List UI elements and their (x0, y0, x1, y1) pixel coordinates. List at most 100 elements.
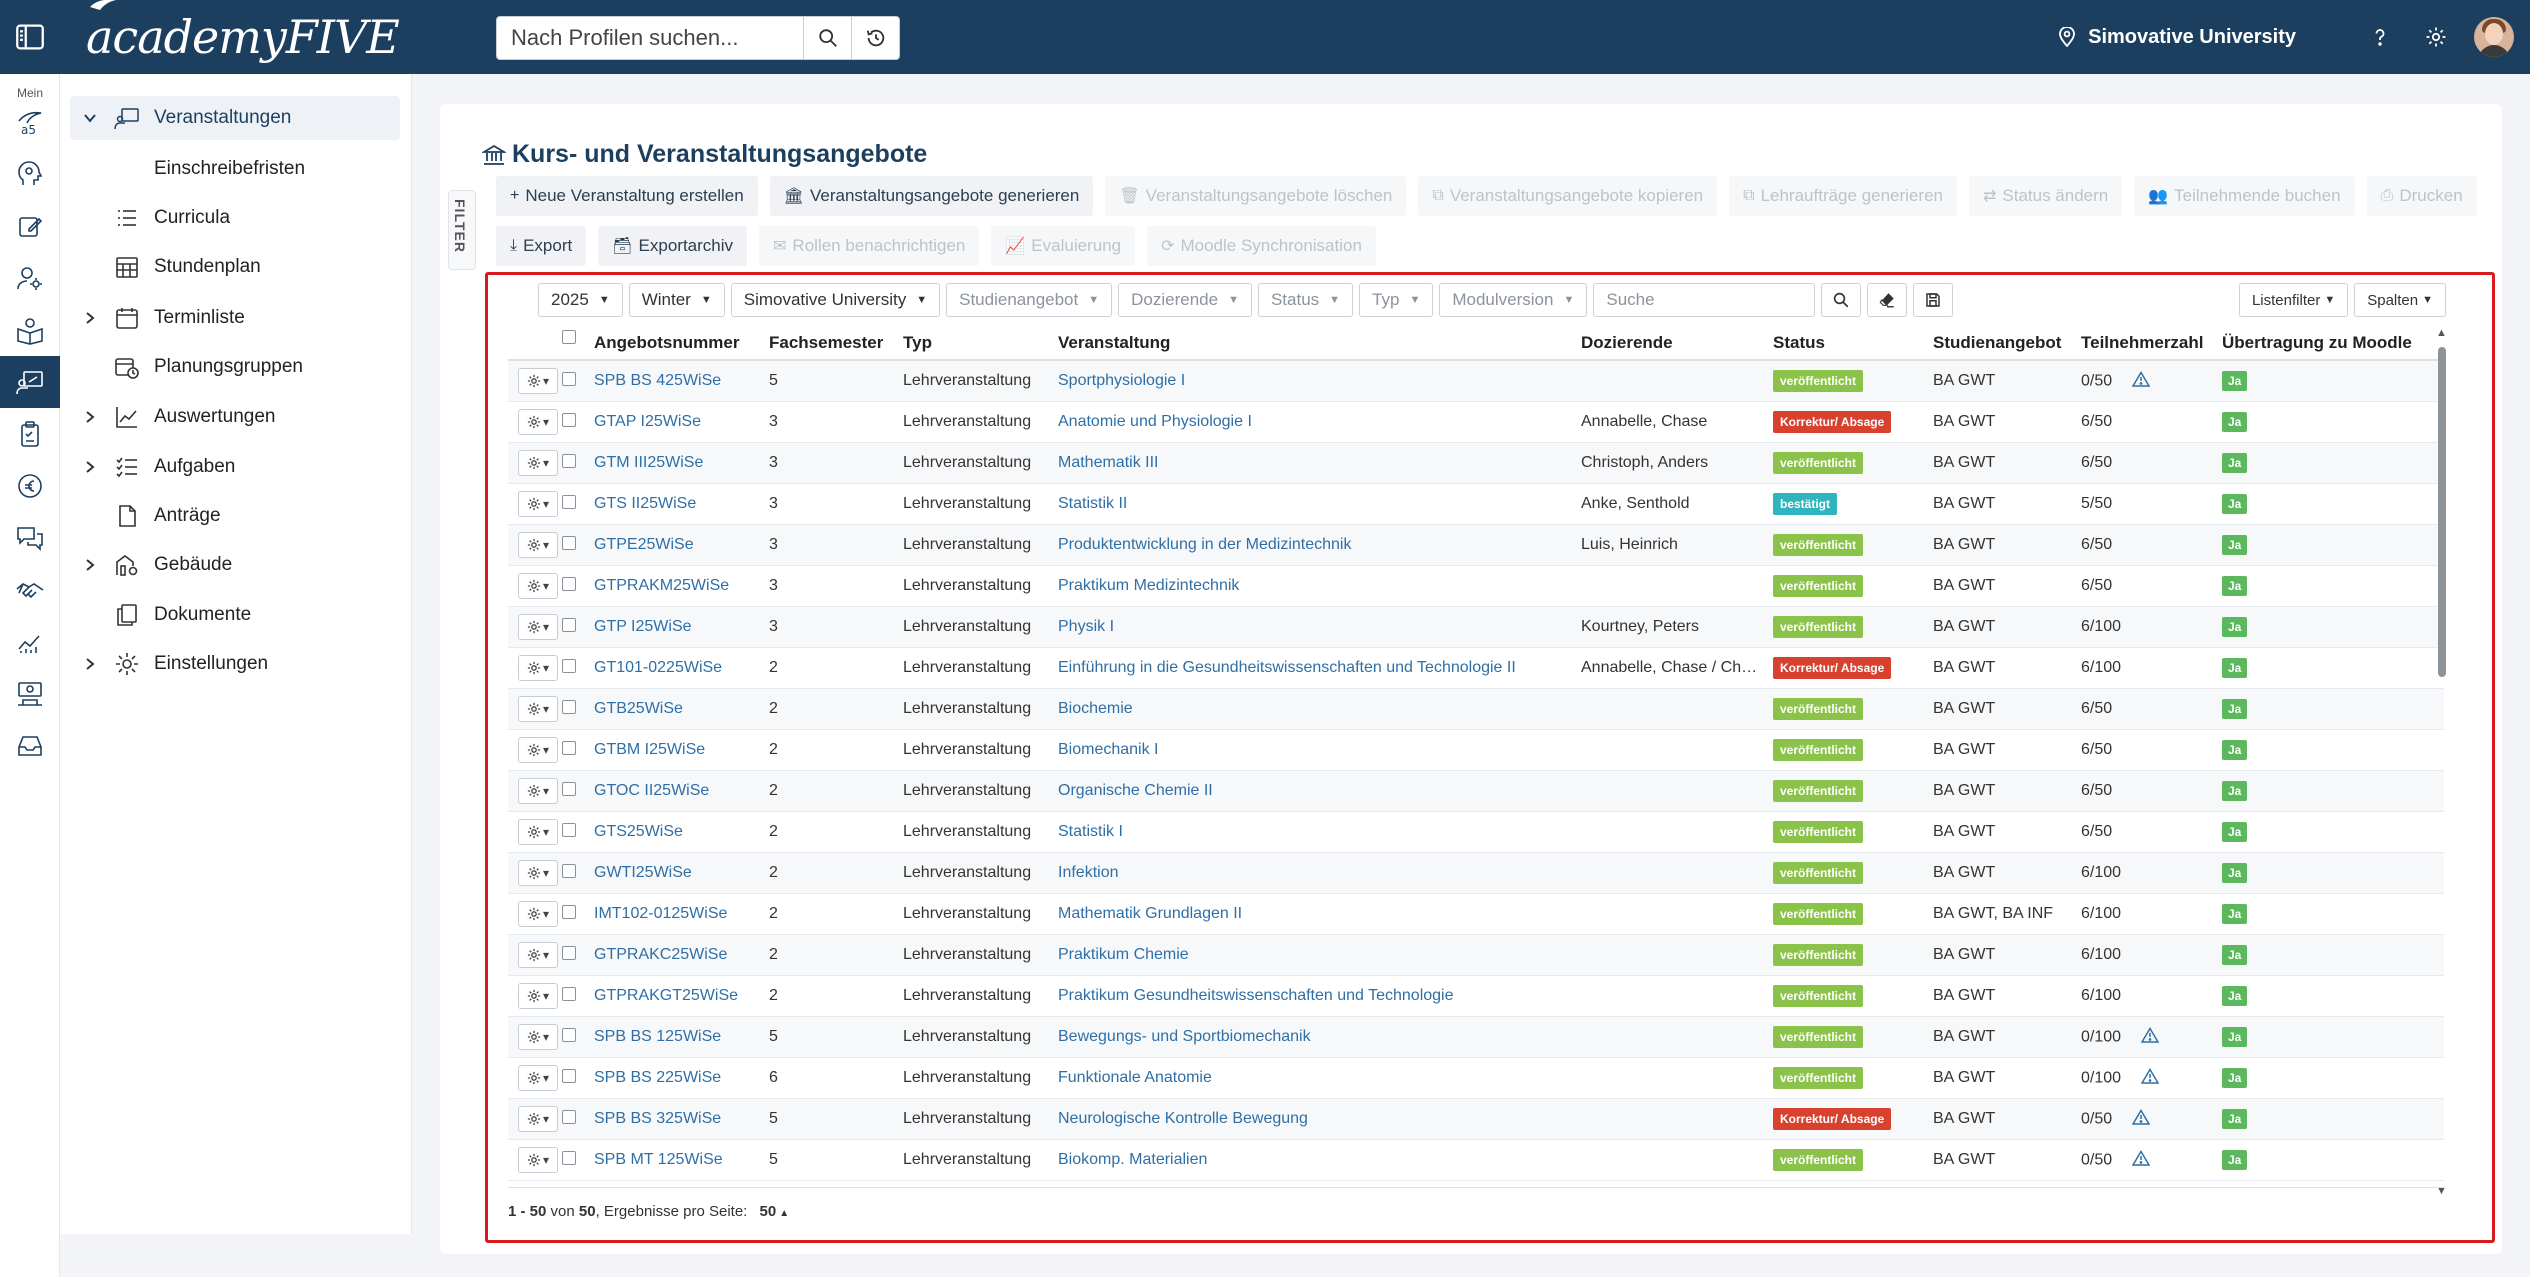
table-row[interactable]: ▾ GTS25WiSe 2 Lehrveranstaltung Statistik I v… (508, 812, 2444, 853)
column-header-moodle[interactable]: Übertragung zu Moodle (2222, 333, 2412, 352)
table-row[interactable]: ▾ GTAP I25WiSe 3 Lehrveranstaltung Anatomie … (508, 402, 2444, 443)
row-checkbox[interactable] (562, 904, 576, 919)
rail-library[interactable] (0, 304, 60, 356)
row-actions-button[interactable]: ▾ (518, 491, 558, 517)
row-checkbox[interactable] (562, 1027, 576, 1042)
help-button[interactable] (2352, 25, 2408, 49)
toolbar-button-veranstaltungsangebote-löschen[interactable]: 🗑 Veranstaltungsangebote löschen (1105, 176, 1407, 216)
year-select[interactable]: 2025 ▼ (538, 283, 623, 317)
row-checkbox[interactable] (562, 1150, 576, 1165)
table-row[interactable]: ▾ GTM III25WiSe 3 Lehrveranstaltung Mathemat… (508, 443, 2444, 484)
column-header-typ[interactable]: Typ (903, 333, 932, 352)
sidebar-item-stundenplan[interactable]: Stundenplan (70, 245, 400, 289)
rail-user-settings[interactable] (0, 252, 60, 304)
course-name-link[interactable]: Praktikum Medizintechnik (1058, 577, 1240, 594)
row-actions-button[interactable]: ▾ (518, 901, 558, 927)
row-actions-button[interactable]: ▾ (518, 1106, 558, 1132)
offer-number-link[interactable]: IMT102-0125WiSe (594, 905, 728, 922)
toolbar-button-teilnehmende-buchen[interactable]: 👥 Teilnehmende buchen (2134, 176, 2355, 216)
row-checkbox[interactable] (562, 412, 576, 427)
row-checkbox[interactable] (562, 535, 576, 550)
course-name-link[interactable]: Funktionale Anatomie (1058, 1069, 1212, 1086)
sidebar-toggle-button[interactable] (0, 0, 60, 74)
row-actions-button[interactable]: ▾ (518, 1065, 558, 1091)
spalten-dropdown[interactable]: Spalten ▼ (2354, 283, 2446, 317)
offer-number-link[interactable]: GT101-0225WiSe (594, 659, 723, 676)
row-checkbox[interactable] (562, 986, 576, 1001)
table-scrollbar[interactable]: ▲ ▼ (2436, 327, 2447, 1197)
row-actions-button[interactable]: ▾ (518, 860, 558, 886)
row-checkbox[interactable] (562, 945, 576, 960)
offer-number-link[interactable]: GTPRAKM25WiSe (594, 577, 730, 594)
row-actions-button[interactable]: ▾ (518, 409, 558, 435)
course-name-link[interactable]: Bewegungs- und Sportbiomechanik (1058, 1028, 1311, 1045)
rail-handshake[interactable] (0, 564, 60, 616)
course-name-link[interactable]: Biochemie (1058, 700, 1133, 717)
sidebar-item-einstellungen[interactable]: Einstellungen (70, 642, 400, 686)
filter-tab[interactable]: FILTER (448, 190, 476, 270)
offer-number-link[interactable]: GTBM I25WiSe (594, 741, 706, 758)
row-checkbox[interactable] (562, 658, 576, 673)
scroll-down-icon[interactable]: ▼ (2436, 1185, 2447, 1197)
column-header-teilnehmerzahl[interactable]: Teilnehmerzahl (2081, 333, 2204, 352)
offer-number-link[interactable]: GTPRAKC25WiSe (594, 946, 728, 963)
user-avatar[interactable] (2474, 17, 2514, 57)
rail-messages[interactable] (0, 512, 60, 564)
row-actions-button[interactable]: ▾ (518, 655, 558, 681)
row-actions-button[interactable]: ▾ (518, 942, 558, 968)
table-row[interactable]: ▾ GTPRAKC25WiSe 2 Lehrveranstaltung Praktiku… (508, 935, 2444, 976)
offer-number-link[interactable]: GTPRAKGT25WiSe (594, 987, 739, 1004)
toolbar-button-export[interactable]: ⤓ Export (496, 226, 587, 266)
dozierende-select[interactable]: Dozierende ▼ (1118, 283, 1252, 317)
offer-number-link[interactable]: SPB MT 125WiSe (594, 1151, 723, 1168)
status-select[interactable]: Status ▼ (1257, 283, 1354, 317)
row-checkbox[interactable] (562, 822, 576, 837)
brand-logo[interactable]: academyFIVE (86, 0, 400, 64)
course-name-link[interactable]: Mathematik Grundlagen II (1058, 905, 1243, 922)
studienangebot-select[interactable]: Studienangebot ▼ (946, 283, 1113, 317)
table-search-button[interactable] (1821, 283, 1862, 317)
table-row[interactable]: ▾ GTS II25WiSe 3 Lehrveranstaltung Statistik… (508, 484, 2444, 525)
listenfilter-dropdown[interactable]: Listenfilter ▼ (2238, 283, 2349, 317)
course-name-link[interactable]: Einführung in die Gesundheitswissenschaf… (1058, 659, 1516, 676)
row-checkbox[interactable] (562, 617, 576, 632)
chevron-right-icon[interactable] (70, 409, 110, 425)
toolbar-button-veranstaltungsangebote-kopieren[interactable]: ⧉ Veranstaltungsangebote kopieren (1418, 176, 1718, 216)
offer-number-link[interactable]: GTOC II25WiSe (594, 782, 710, 799)
settings-button[interactable] (2408, 25, 2464, 49)
scrollbar-thumb[interactable] (2438, 347, 2446, 677)
row-actions-button[interactable]: ▾ (518, 614, 558, 640)
offer-number-link[interactable]: SPB BS 425WiSe (594, 372, 722, 389)
sidebar-item-auswertungen[interactable]: Auswertungen (70, 395, 400, 439)
toolbar-button-neue-veranstaltung-erstellen[interactable]: + Neue Veranstaltung erstellen (496, 176, 758, 216)
row-checkbox[interactable] (562, 1068, 576, 1083)
offer-number-link[interactable]: GTS II25WiSe (594, 495, 697, 512)
table-row[interactable]: ▾ GTP I25WiSe 3 Lehrveranstaltung Physik I Ko… (508, 607, 2444, 648)
row-actions-button[interactable]: ▾ (518, 368, 558, 394)
sidebar-item-terminliste[interactable]: Terminliste (70, 296, 400, 340)
row-actions-button[interactable]: ▾ (518, 450, 558, 476)
course-name-link[interactable]: Infektion (1058, 864, 1119, 881)
table-row[interactable]: ▾ SPB BS 425WiSe 5 Lehrveranstaltung Sportph… (508, 361, 2444, 402)
offer-number-link[interactable]: GTP I25WiSe (594, 618, 692, 635)
column-header-studienangebot[interactable]: Studienangebot (1933, 333, 2062, 352)
sidebar-item-curricula[interactable]: Curricula (70, 196, 400, 240)
row-actions-button[interactable]: ▾ (518, 1147, 558, 1173)
course-name-link[interactable]: Organische Chemie II (1058, 782, 1213, 799)
table-row[interactable]: ▾ SPB MT 125WiSe 5 Lehrveranstaltung Biokomp… (508, 1140, 2444, 1181)
course-name-link[interactable]: Praktikum Gesundheitswissenschaften und … (1058, 987, 1454, 1004)
table-row[interactable]: ▾ SPB BS 125WiSe 5 Lehrveranstaltung Bewegun… (508, 1017, 2444, 1058)
typ-select[interactable]: Typ ▼ (1359, 283, 1434, 317)
scroll-up-icon[interactable]: ▲ (2436, 327, 2447, 339)
sidebar-item-aufgaben[interactable]: Aufgaben (70, 445, 400, 489)
university-select[interactable]: Simovative University ▼ (730, 283, 941, 317)
row-actions-button[interactable]: ▾ (518, 778, 558, 804)
course-name-link[interactable]: Statistik II (1058, 495, 1128, 512)
course-name-link[interactable]: Mathematik III (1058, 454, 1159, 471)
chevron-right-icon[interactable] (70, 310, 110, 326)
offer-number-link[interactable]: GWTI25WiSe (594, 864, 692, 881)
chevron-right-icon[interactable] (70, 459, 110, 475)
toolbar-button-drucken[interactable]: ⎙ Drucken (2366, 176, 2477, 216)
course-name-link[interactable]: Biomechanik I (1058, 741, 1159, 758)
rail-my-a5[interactable]: a5 (0, 96, 60, 148)
